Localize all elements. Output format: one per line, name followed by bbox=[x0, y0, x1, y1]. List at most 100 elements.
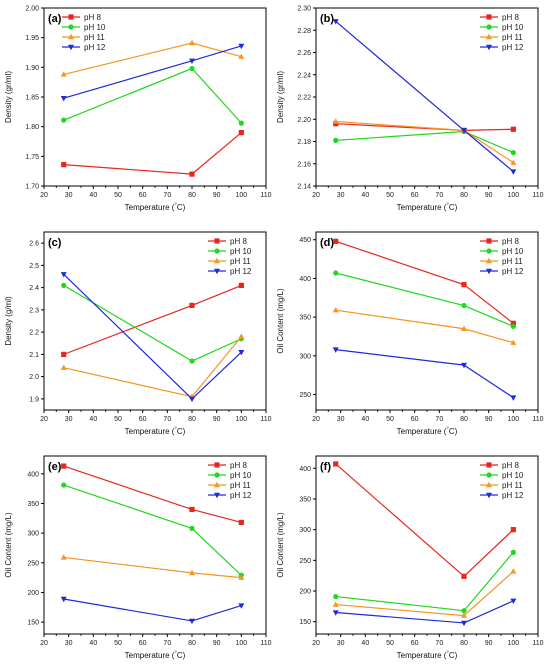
x-tick-label: 50 bbox=[114, 192, 122, 199]
data-point bbox=[61, 282, 67, 288]
y-tick-label: 1.85 bbox=[25, 95, 39, 102]
series-line bbox=[63, 284, 242, 355]
legend-marker bbox=[68, 24, 74, 30]
series-ph-8 bbox=[61, 130, 244, 177]
x-tick-label: 80 bbox=[460, 640, 468, 647]
y-tick-label: 2.30 bbox=[297, 6, 311, 13]
x-tick-label: 70 bbox=[163, 192, 171, 199]
x-tick-label: 70 bbox=[435, 192, 443, 199]
y-tick-label: 2.22 bbox=[297, 95, 311, 102]
y-axis-label: Oil Content (mg/L) bbox=[276, 512, 285, 578]
legend-entry: pH 12 bbox=[502, 43, 524, 52]
x-tick-label: 100 bbox=[235, 640, 247, 647]
x-tick-label: 80 bbox=[460, 416, 468, 423]
legend-marker bbox=[214, 257, 220, 264]
x-axis-label: Temperature (°C) bbox=[125, 427, 186, 436]
x-tick-label: 100 bbox=[507, 640, 519, 647]
y-tick-label: 400 bbox=[299, 466, 311, 473]
x-tick-label: 80 bbox=[188, 416, 196, 423]
series-ph-11 bbox=[332, 306, 517, 345]
y-tick-label: 250 bbox=[299, 392, 311, 399]
legend-entry: pH 11 bbox=[502, 257, 523, 266]
legend-entry: pH 12 bbox=[230, 491, 252, 500]
y-tick-label: 2.3 bbox=[29, 307, 39, 314]
data-point bbox=[238, 282, 244, 288]
legend-marker bbox=[486, 268, 492, 275]
y-axis-label: Oil Content (mg/L) bbox=[4, 512, 13, 578]
y-tick-label: 1.9 bbox=[29, 396, 39, 403]
series-line bbox=[335, 551, 514, 612]
data-point bbox=[189, 569, 195, 576]
panel-label: (a) bbox=[48, 13, 62, 25]
data-point bbox=[60, 71, 67, 77]
legend-entry: pH 11 bbox=[84, 33, 105, 42]
panel-label: (e) bbox=[48, 461, 62, 473]
x-tick-label: 90 bbox=[485, 192, 493, 199]
data-point bbox=[332, 19, 339, 25]
x-tick-label: 100 bbox=[235, 416, 247, 423]
x-tick-label: 30 bbox=[337, 192, 345, 199]
data-point bbox=[238, 53, 245, 59]
series-line bbox=[335, 349, 514, 399]
panel-label: (d) bbox=[320, 237, 334, 249]
data-point bbox=[332, 601, 339, 607]
series-ph-10 bbox=[61, 65, 244, 126]
data-point bbox=[61, 351, 67, 357]
series-line bbox=[63, 336, 242, 398]
y-tick-label: 2.26 bbox=[297, 50, 311, 57]
legend-entry: pH 11 bbox=[502, 481, 523, 490]
data-point bbox=[461, 362, 467, 369]
y-tick-label: 2.00 bbox=[25, 6, 39, 13]
y-tick-label: 2.1 bbox=[29, 352, 39, 359]
data-point bbox=[332, 118, 339, 124]
x-tick-label: 80 bbox=[460, 192, 468, 199]
data-point bbox=[238, 43, 245, 50]
x-tick-label: 60 bbox=[411, 192, 419, 199]
y-tick-label: 2.16 bbox=[297, 161, 311, 168]
series-ph-12 bbox=[60, 272, 245, 403]
panel-label: (c) bbox=[48, 237, 62, 249]
legend-entry: pH 10 bbox=[84, 23, 106, 32]
x-tick-label: 40 bbox=[361, 192, 369, 199]
plot-frame bbox=[43, 7, 267, 187]
y-tick-label: 1.75 bbox=[25, 154, 39, 161]
legend-marker bbox=[486, 492, 492, 499]
legend-entry: pH 10 bbox=[502, 23, 524, 32]
y-tick-label: 150 bbox=[27, 620, 39, 627]
series-ph-11 bbox=[332, 568, 517, 618]
data-point bbox=[189, 506, 195, 512]
legend-entry: pH 8 bbox=[502, 461, 519, 470]
x-tick-label: 30 bbox=[65, 192, 73, 199]
data-point bbox=[510, 169, 517, 175]
data-point bbox=[238, 349, 245, 356]
series-ph-8 bbox=[333, 461, 516, 579]
y-tick-label: 2.18 bbox=[297, 139, 311, 146]
data-point bbox=[333, 137, 339, 143]
y-tick-label: 200 bbox=[299, 589, 311, 596]
x-tick-label: 60 bbox=[139, 416, 147, 423]
data-point bbox=[461, 620, 467, 627]
data-point bbox=[60, 596, 67, 603]
data-point bbox=[238, 130, 244, 136]
x-tick-label: 90 bbox=[213, 640, 221, 647]
legend-entry: pH 12 bbox=[84, 43, 106, 52]
series-ph-12 bbox=[332, 347, 517, 401]
series-line bbox=[335, 272, 514, 327]
data-point bbox=[510, 395, 517, 401]
series-line bbox=[63, 273, 242, 400]
y-tick-label: 300 bbox=[27, 531, 39, 538]
y-tick-label: 1.80 bbox=[25, 124, 39, 131]
legend-entry: pH 10 bbox=[502, 471, 524, 480]
x-tick-label: 60 bbox=[411, 416, 419, 423]
x-tick-label: 30 bbox=[65, 416, 73, 423]
series-ph-10 bbox=[333, 549, 516, 614]
legend-marker bbox=[486, 248, 492, 254]
series-ph-10 bbox=[333, 270, 516, 330]
data-point bbox=[461, 612, 467, 618]
legend-marker bbox=[214, 481, 220, 488]
series-line bbox=[335, 240, 514, 324]
data-point bbox=[60, 364, 67, 370]
x-tick-label: 80 bbox=[188, 192, 196, 199]
